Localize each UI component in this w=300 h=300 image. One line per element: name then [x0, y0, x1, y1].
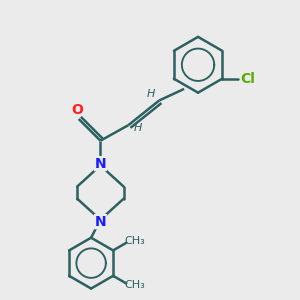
Text: Cl: Cl — [241, 72, 255, 86]
Text: N: N — [94, 157, 106, 171]
Text: H: H — [146, 88, 155, 99]
Text: CH₃: CH₃ — [124, 236, 145, 246]
Text: CH₃: CH₃ — [124, 280, 145, 290]
Text: O: O — [71, 103, 83, 118]
Text: H: H — [134, 123, 142, 133]
Text: N: N — [94, 214, 106, 229]
